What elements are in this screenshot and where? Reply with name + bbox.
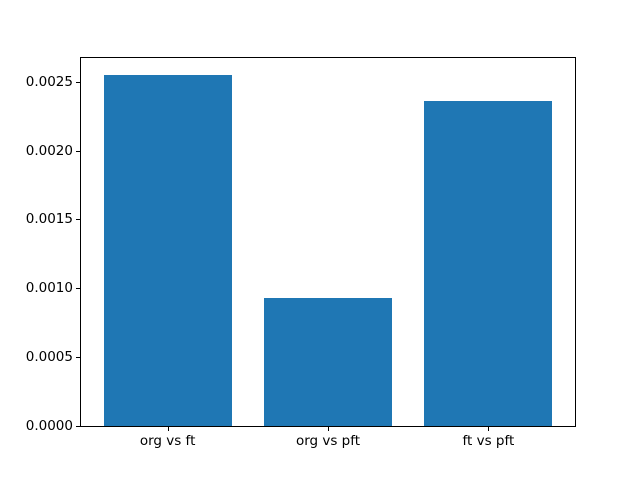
- y-tick-mark: [76, 82, 80, 83]
- y-tick-mark: [76, 288, 80, 289]
- y-tick-label: 0.0025: [25, 74, 73, 90]
- x-tick-mark: [328, 427, 329, 431]
- y-tick-label: 0.0015: [25, 211, 73, 227]
- y-tick-label: 0.0010: [25, 280, 73, 296]
- plot-area: [80, 57, 576, 427]
- y-tick-mark: [76, 357, 80, 358]
- y-tick-label: 0.0005: [25, 349, 73, 365]
- y-tick-mark: [76, 426, 80, 427]
- y-tick-label: 0.0020: [25, 143, 73, 159]
- y-tick-label: 0.0000: [25, 418, 73, 434]
- x-tick-label: org vs pft: [295, 433, 361, 449]
- bar-ft-vs-pft: [424, 101, 553, 426]
- x-tick-mark: [168, 427, 169, 431]
- x-tick-label: ft vs pft: [462, 433, 515, 449]
- x-tick-label: org vs ft: [139, 433, 196, 449]
- bar-org-vs-pft: [263, 298, 393, 426]
- bar-org-vs-ft: [103, 75, 232, 426]
- x-tick-mark: [488, 427, 489, 431]
- y-tick-mark: [76, 151, 80, 152]
- y-tick-mark: [76, 219, 80, 220]
